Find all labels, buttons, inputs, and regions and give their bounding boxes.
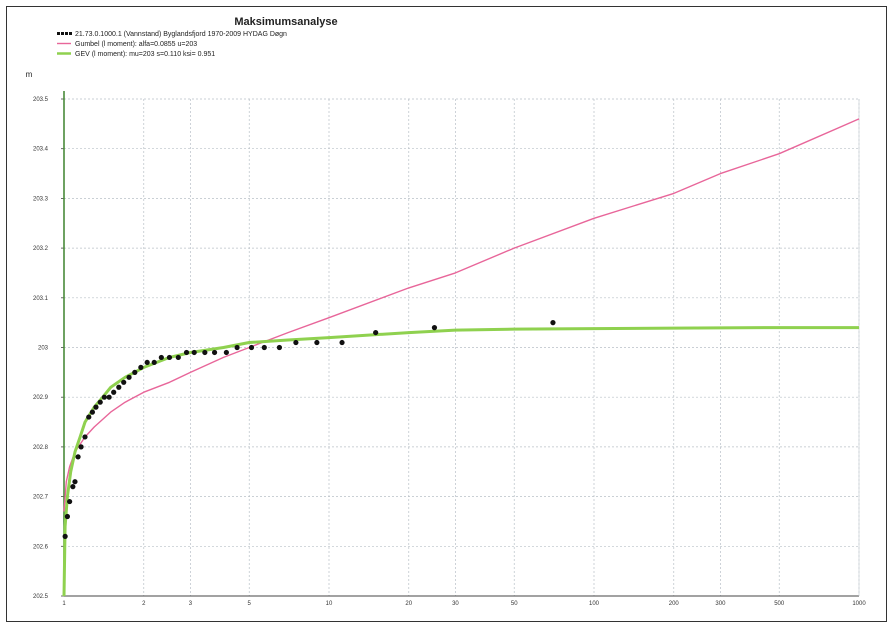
data-point [234, 344, 240, 351]
x-tick-label: 100 [589, 601, 600, 607]
chart-frame: Maksimumsanalyse m 1 2 3 5 10 20 30 50 100 200 300… [6, 6, 887, 622]
data-point [314, 339, 320, 346]
chart-svg: Maksimumsanalyse m 1 2 3 5 10 20 30 50 100 200 300… [26, 16, 867, 607]
legend-swatch-point [61, 32, 64, 35]
x-tick-label: 200 [669, 601, 680, 607]
x-tick-label: 20 [405, 601, 412, 607]
data-point [248, 344, 255, 351]
series-line-1 [63, 118, 860, 512]
y-axis-corner-label: m [26, 70, 33, 79]
data-point [339, 339, 345, 346]
data-point [97, 399, 103, 405]
data-point [183, 349, 190, 356]
grid [64, 98, 860, 596]
x-tick-label: 3 [189, 601, 193, 607]
x-tick-label: 30 [452, 601, 459, 607]
y-tick-label: 203 [38, 346, 49, 352]
series-lines [62, 118, 860, 597]
x-tick-label: 5 [248, 601, 252, 607]
data-point [138, 364, 144, 370]
x-tick-label: 300 [715, 601, 726, 607]
data-point [550, 320, 556, 326]
data-point [126, 374, 132, 380]
data-point [144, 359, 150, 366]
x-tick-label: 500 [774, 601, 785, 607]
data-point [111, 389, 117, 395]
series-points [62, 320, 556, 539]
data-point [223, 349, 229, 356]
x-tick-label: 50 [511, 601, 518, 607]
data-point [293, 339, 299, 346]
data-point [106, 394, 112, 400]
data-point [89, 409, 96, 415]
data-point [431, 325, 438, 331]
data-point [166, 354, 173, 361]
y-tick-label: 203.2 [33, 246, 49, 252]
data-point [64, 513, 71, 520]
data-point [116, 384, 122, 390]
x-tick-label: 10 [326, 601, 333, 607]
legend-swatch-point [69, 32, 72, 35]
data-point [276, 344, 283, 351]
data-point [373, 329, 379, 336]
y-tick-label: 203.3 [33, 196, 49, 202]
data-point [132, 369, 138, 375]
data-point [175, 354, 181, 361]
legend-entry-1: Gumbel (l moment): alfa=0.0855 u=203 [75, 41, 197, 48]
y-tick-label: 202.8 [33, 445, 49, 451]
data-point [75, 454, 81, 460]
legend: 21.73.0.1000.1 (Vannstand) Byglandsfjord… [57, 31, 287, 58]
legend-swatch-point [65, 32, 68, 35]
data-point [261, 344, 267, 351]
data-point [82, 434, 88, 440]
x-tick-label: 2 [142, 601, 146, 607]
data-point [158, 354, 164, 361]
data-point [211, 349, 218, 356]
y-tick-label: 203.1 [33, 296, 49, 302]
legend-swatch-point [57, 32, 60, 35]
data-point [67, 498, 73, 505]
data-point [86, 414, 92, 420]
data-point [72, 479, 78, 485]
data-point [202, 349, 208, 356]
chart-title: Maksimumsanalyse [234, 16, 337, 28]
data-point [93, 404, 99, 410]
y-tick-label: 202.5 [33, 594, 49, 600]
y-tick-label: 202.7 [33, 495, 49, 501]
data-point [191, 349, 197, 356]
y-tick-label: 202.6 [33, 544, 49, 550]
data-point [121, 379, 127, 385]
data-point [70, 484, 76, 490]
data-point [78, 444, 84, 450]
tick-labels: 1 2 3 5 10 20 30 50 100 200 300 500 1000 202.5 202.6 20… [33, 97, 866, 607]
data-point [151, 359, 157, 366]
x-tick-label: 1000 [852, 601, 866, 607]
data-point [101, 394, 107, 400]
y-tick-label: 203.4 [33, 147, 49, 153]
y-tick-label: 203.5 [33, 97, 49, 103]
legend-entry-2: GEV (l moment): mu=203 s=0.110 ksi= 0.95… [75, 51, 215, 58]
series-line-2 [62, 326, 859, 597]
data-point [62, 533, 68, 539]
y-tick-label: 202.9 [33, 395, 49, 401]
legend-entry-0: 21.73.0.1000.1 (Vannstand) Byglandsfjord… [75, 31, 287, 38]
x-tick-label: 1 [62, 601, 66, 607]
